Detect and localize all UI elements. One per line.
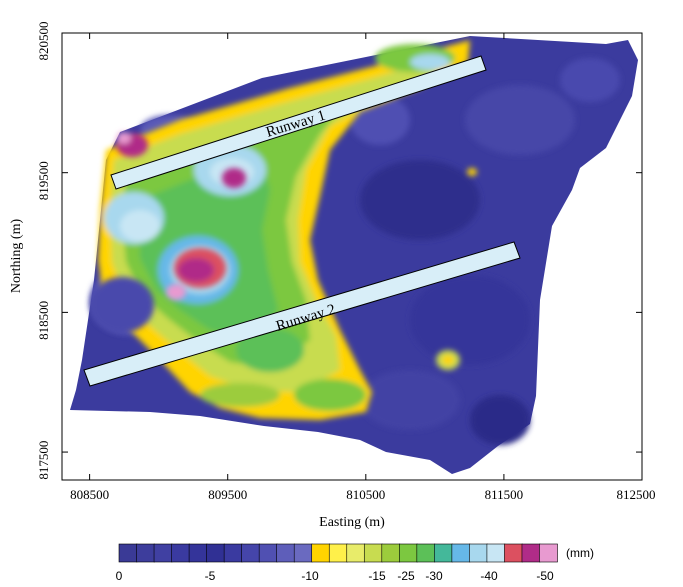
- colorbar-swatch: [434, 543, 453, 563]
- colorbar-swatch: [346, 543, 366, 563]
- colorbar-swatch: [171, 543, 190, 563]
- colorbar: 0 -5 -10 -15 -25 -30 -40 -50: [116, 543, 558, 583]
- colorbar-swatch: [416, 543, 436, 563]
- runway-2: [83, 241, 521, 387]
- colorbar-swatch: [118, 543, 138, 563]
- x-tick-label: 811500: [485, 487, 524, 502]
- y-tick-label: 819500: [36, 161, 51, 200]
- western-blue-pocket: [90, 277, 154, 333]
- colorbar-swatch: [328, 543, 348, 563]
- colorbar-swatch: [206, 543, 225, 563]
- y-tick-label: 817500: [36, 441, 51, 480]
- x-axis: 808500 809500 810500 811500 812500: [70, 33, 656, 502]
- colorbar-swatch: [539, 543, 558, 563]
- x-tick-label: 812500: [617, 487, 656, 502]
- colorbar-swatch: [223, 543, 243, 563]
- colorbar-swatch: [136, 543, 155, 563]
- colorbar-tick-label: 0: [116, 569, 123, 583]
- y-axis-title: Northing (m): [9, 219, 24, 294]
- colorbar-swatch: [276, 543, 295, 563]
- x-axis-title: Easting (m): [319, 515, 385, 530]
- deformation-map: [70, 36, 638, 474]
- colorbar-swatch: [469, 543, 488, 563]
- colorbar-swatch: [521, 543, 541, 563]
- colorbar-swatch: [504, 543, 523, 563]
- colorbar-swatch: [451, 543, 471, 563]
- colorbar-swatch: [258, 543, 278, 563]
- colorbar-tick-label: -40: [480, 569, 498, 583]
- colorbar-tick-label: -10: [301, 569, 319, 583]
- colorbar-swatch: [293, 543, 313, 563]
- colorbar-swatch: [241, 543, 260, 563]
- colorbar-swatch: [381, 543, 401, 563]
- colorbar-tick-label: -5: [205, 569, 216, 583]
- colorbar-tick-label: -25: [397, 569, 415, 583]
- colorbar-swatch: [486, 543, 506, 563]
- colorbar-tick-label: -15: [368, 569, 386, 583]
- colorbar-tick-label: -30: [425, 569, 443, 583]
- colorbar-swatch: [363, 543, 383, 563]
- colorbar-unit: (mm): [566, 546, 594, 560]
- y-tick-label: 820500: [36, 22, 51, 61]
- colorbar-swatch: [399, 543, 418, 563]
- subsidence-zone: [98, 40, 470, 420]
- y-axis: 817500 818500 819500 820500: [36, 22, 642, 480]
- colorbar-swatch: [311, 543, 331, 563]
- x-tick-label: 808500: [70, 487, 109, 502]
- runway-1: [110, 55, 487, 190]
- y-tick-label: 818500: [36, 301, 51, 340]
- colorbar-tick-label: -50: [536, 569, 554, 583]
- x-tick-label: 810500: [346, 487, 385, 502]
- x-tick-label: 809500: [208, 487, 247, 502]
- colorbar-swatch: [188, 543, 208, 563]
- colorbar-swatch: [153, 543, 173, 563]
- hotspot-layer: [116, 132, 477, 370]
